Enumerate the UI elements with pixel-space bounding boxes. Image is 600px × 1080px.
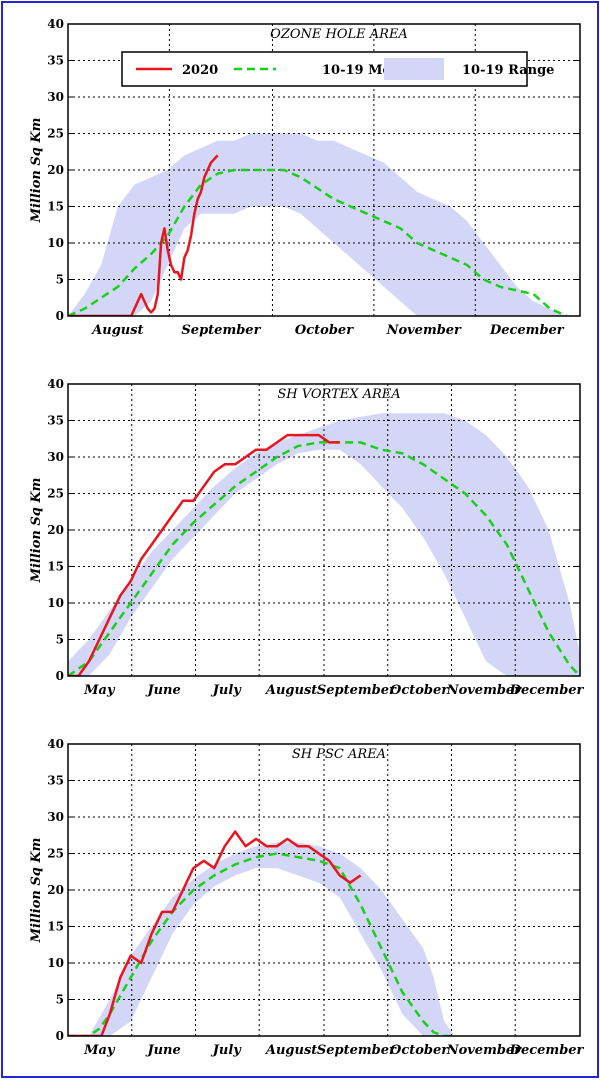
x-month-label: October bbox=[295, 323, 354, 338]
chart-panel-3: 0 5 10 15 20 25 30 35 40 May June July August Septemb… bbox=[29, 737, 585, 1058]
x-month-label: May bbox=[83, 1043, 116, 1058]
y-tick-label: 25 bbox=[47, 487, 64, 501]
panel-title: SH PSC AREA bbox=[292, 747, 386, 762]
x-month-label: December bbox=[509, 683, 585, 698]
x-month-label: August bbox=[264, 683, 317, 698]
x-month-label: June bbox=[144, 683, 180, 698]
legend: 2020 10-19 Mean 10-19 Range bbox=[121, 51, 554, 87]
series-line-mean bbox=[68, 852, 455, 1036]
y-tick-label: 30 bbox=[47, 810, 64, 824]
y-tick-label: 20 bbox=[47, 523, 64, 537]
plot-area bbox=[68, 384, 580, 676]
y-tick-label: 15 bbox=[47, 200, 64, 214]
series-line-2020 bbox=[68, 830, 362, 1036]
y-tick-label: 0 bbox=[56, 309, 64, 323]
x-month-label: December bbox=[489, 323, 565, 338]
y-tick-label: 5 bbox=[56, 633, 64, 647]
chart-panel-1: 0 5 10 15 20 25 30 35 40 August September October No… bbox=[29, 17, 581, 338]
y-axis-label: Million Sq Km bbox=[29, 478, 44, 584]
panel-title: SH VORTEX AREA bbox=[277, 387, 400, 402]
legend-label: 10-19 Range bbox=[462, 63, 554, 78]
chart-panel-2: 0 5 10 15 20 25 30 35 40 May June July August Septemb… bbox=[29, 377, 585, 698]
x-month-label: September bbox=[317, 1043, 397, 1058]
range-band bbox=[68, 413, 580, 676]
y-tick-label: 5 bbox=[56, 273, 64, 287]
legend-label: 2020 bbox=[182, 63, 218, 78]
y-tick-label: 35 bbox=[47, 414, 64, 428]
y-tick-label: 10 bbox=[47, 596, 64, 610]
y-tick-label: 0 bbox=[56, 669, 64, 683]
y-tick-label: 25 bbox=[47, 847, 64, 861]
range-band bbox=[68, 842, 455, 1036]
x-month-label: August bbox=[264, 1043, 317, 1058]
x-month-label: July bbox=[210, 1043, 243, 1058]
range-band bbox=[68, 133, 567, 316]
y-tick-label: 15 bbox=[47, 920, 64, 934]
plot-area bbox=[68, 24, 580, 316]
y-tick-label: 10 bbox=[47, 956, 64, 970]
x-month-label: November bbox=[446, 1043, 522, 1058]
y-tick-label: 40 bbox=[47, 377, 64, 391]
y-tick-label: 20 bbox=[47, 883, 64, 897]
x-month-label: November bbox=[386, 323, 462, 338]
y-tick-label: 35 bbox=[47, 774, 64, 788]
y-tick-label: 15 bbox=[47, 560, 64, 574]
y-tick-label: 40 bbox=[47, 17, 64, 31]
series-line-2020 bbox=[68, 433, 340, 676]
x-month-label: December bbox=[509, 1043, 585, 1058]
y-tick-label: 10 bbox=[47, 236, 64, 250]
y-tick-label: 35 bbox=[47, 54, 64, 68]
y-tick-label: 30 bbox=[47, 450, 64, 464]
y-tick-label: 0 bbox=[56, 1029, 64, 1043]
x-month-label: July bbox=[210, 683, 243, 698]
x-month-label: May bbox=[83, 683, 116, 698]
y-tick-label: 30 bbox=[47, 90, 64, 104]
panel-title: OZONE HOLE AREA bbox=[270, 27, 408, 42]
plot-area bbox=[68, 744, 580, 1036]
x-month-label: June bbox=[144, 1043, 180, 1058]
x-month-label: August bbox=[90, 323, 143, 338]
x-month-label: November bbox=[446, 683, 522, 698]
x-month-label: October bbox=[390, 1043, 449, 1058]
y-axis-label: Million Sq Km bbox=[29, 838, 44, 944]
series-line-mean bbox=[68, 168, 568, 316]
x-month-label: September bbox=[181, 323, 261, 338]
x-month-label: September bbox=[317, 683, 397, 698]
y-tick-label: 20 bbox=[47, 163, 64, 177]
x-month-label: October bbox=[390, 683, 449, 698]
series-line-2020 bbox=[68, 154, 219, 316]
y-axis-label: Million Sq Km bbox=[29, 118, 44, 224]
y-tick-label: 5 bbox=[56, 993, 64, 1007]
y-tick-label: 40 bbox=[47, 737, 64, 751]
legend-swatch-range bbox=[384, 58, 444, 80]
legend-box bbox=[121, 51, 528, 87]
y-tick-label: 25 bbox=[47, 127, 64, 141]
